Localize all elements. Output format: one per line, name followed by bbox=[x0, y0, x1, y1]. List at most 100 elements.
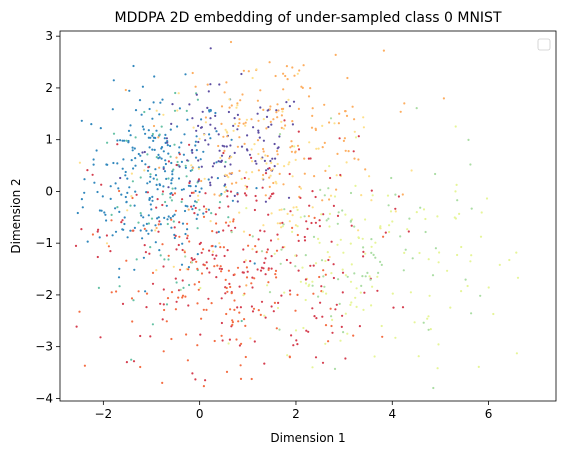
data-point bbox=[125, 259, 128, 262]
data-point bbox=[129, 229, 132, 232]
data-point bbox=[139, 176, 142, 179]
data-point bbox=[137, 290, 140, 293]
data-point bbox=[126, 209, 129, 212]
data-point bbox=[143, 244, 146, 247]
data-point bbox=[270, 169, 273, 172]
data-point bbox=[250, 156, 253, 159]
data-point bbox=[203, 177, 206, 180]
data-point bbox=[146, 169, 150, 172]
data-point bbox=[283, 291, 286, 294]
data-point bbox=[141, 237, 144, 240]
data-point bbox=[215, 276, 218, 279]
data-point bbox=[226, 290, 229, 293]
data-point bbox=[244, 324, 247, 327]
data-point bbox=[299, 216, 302, 219]
data-point bbox=[338, 302, 341, 305]
data-point bbox=[309, 264, 312, 267]
data-point bbox=[187, 304, 190, 307]
data-point bbox=[394, 207, 397, 210]
data-point bbox=[244, 259, 247, 262]
data-point bbox=[154, 174, 158, 177]
data-point bbox=[276, 233, 279, 236]
data-point bbox=[338, 112, 341, 115]
data-point bbox=[220, 105, 224, 108]
data-point bbox=[266, 284, 269, 287]
data-point bbox=[233, 151, 236, 154]
data-point bbox=[177, 177, 181, 180]
plot-area bbox=[74, 40, 520, 390]
data-point bbox=[107, 245, 110, 248]
data-point bbox=[428, 294, 431, 297]
data-point bbox=[360, 194, 363, 197]
data-point bbox=[148, 198, 151, 201]
data-point bbox=[344, 110, 347, 113]
data-point bbox=[245, 207, 248, 210]
data-point bbox=[191, 117, 194, 120]
data-point bbox=[234, 226, 237, 229]
data-point bbox=[118, 210, 121, 213]
data-point bbox=[165, 137, 168, 140]
data-point bbox=[174, 209, 177, 212]
data-point bbox=[245, 194, 248, 197]
data-point bbox=[205, 308, 208, 311]
data-point bbox=[209, 220, 212, 223]
data-point bbox=[230, 231, 233, 234]
y-tick-label: 3 bbox=[45, 29, 53, 43]
data-point bbox=[146, 191, 149, 194]
data-point bbox=[263, 362, 266, 365]
data-point bbox=[140, 214, 143, 217]
data-point bbox=[92, 163, 95, 166]
data-point bbox=[320, 213, 323, 216]
data-point bbox=[281, 246, 284, 249]
data-point bbox=[307, 330, 310, 333]
data-point bbox=[145, 222, 148, 225]
data-point bbox=[191, 151, 194, 154]
data-point bbox=[436, 367, 439, 370]
data-point bbox=[326, 251, 329, 254]
data-point bbox=[184, 164, 187, 167]
data-point bbox=[498, 263, 501, 266]
data-point bbox=[238, 169, 241, 172]
data-point bbox=[314, 195, 317, 199]
data-point bbox=[184, 204, 187, 207]
data-point bbox=[170, 192, 173, 195]
data-point bbox=[464, 278, 467, 281]
data-point bbox=[318, 225, 321, 228]
data-point bbox=[321, 146, 324, 149]
data-point bbox=[178, 165, 181, 168]
data-point bbox=[315, 147, 318, 150]
data-point bbox=[262, 173, 265, 177]
data-point bbox=[270, 267, 273, 270]
data-point bbox=[166, 297, 170, 300]
data-point bbox=[208, 271, 211, 274]
data-point bbox=[224, 183, 227, 186]
data-point bbox=[200, 187, 203, 190]
data-point bbox=[151, 134, 154, 137]
data-point bbox=[166, 144, 169, 147]
data-point bbox=[362, 246, 365, 249]
data-point bbox=[188, 240, 191, 243]
data-point bbox=[197, 198, 200, 202]
data-point bbox=[129, 204, 132, 207]
data-point bbox=[213, 193, 216, 196]
data-point bbox=[149, 175, 152, 178]
data-point bbox=[209, 123, 212, 126]
data-point bbox=[274, 74, 277, 78]
data-point bbox=[154, 229, 157, 232]
data-point bbox=[170, 337, 173, 341]
data-point bbox=[152, 124, 156, 128]
data-point bbox=[86, 240, 89, 243]
y-tick-label: −3 bbox=[35, 340, 53, 354]
data-point bbox=[215, 231, 218, 234]
data-point bbox=[149, 203, 152, 206]
data-point bbox=[134, 190, 137, 193]
data-point bbox=[382, 49, 385, 52]
data-point bbox=[214, 127, 217, 130]
data-point bbox=[305, 220, 308, 223]
data-point bbox=[257, 152, 260, 156]
data-point bbox=[226, 249, 229, 252]
data-point bbox=[242, 69, 245, 72]
data-point bbox=[165, 177, 168, 180]
data-point bbox=[163, 216, 166, 219]
data-point bbox=[218, 242, 221, 245]
